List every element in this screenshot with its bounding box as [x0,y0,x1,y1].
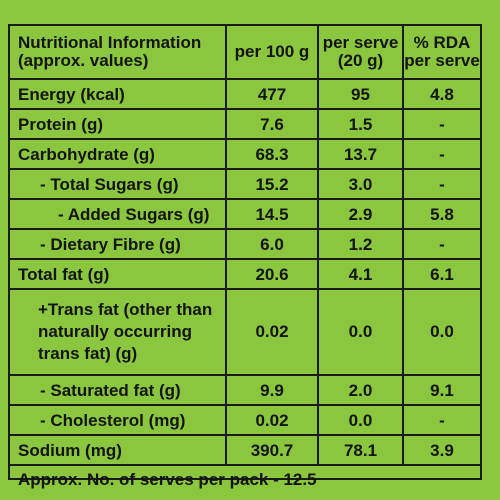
nutrient-name-line3: trans fat) (g) [38,344,138,363]
header-nutrient-line2: (approx. values) [18,51,149,70]
value-rda: - [402,404,480,436]
table-row: Sodium (mg) 390.7 78.1 3.9 [10,434,480,466]
header-rda-line1: % RDA [413,33,471,52]
header-per-serve: per serve (20 g) [317,26,404,80]
nutrient-name: Sodium (mg) [10,434,227,466]
serves-per-pack-note: Approx. No. of serves per pack - 12.5 [18,470,317,489]
header-per-100g-label: per 100 g [234,42,310,61]
value-rda: 3.9 [402,434,480,466]
nutrient-name-line2: naturally occurring [38,322,192,341]
nutrient-name: - Dietary Fibre (g) [10,228,227,260]
nutrient-name: - Cholesterol (mg) [10,404,227,436]
value-per-100g: 15.2 [225,168,319,200]
header-per-100g: per 100 g [225,26,319,80]
nutrient-name: Protein (g) [10,108,227,140]
value-per-100g: 0.02 [225,288,319,376]
value-per-100g: 9.9 [225,374,319,406]
nutrition-table: Nutritional Information (approx. values)… [10,26,480,466]
header-row: Nutritional Information (approx. values)… [10,26,480,80]
value-per-serve: 1.5 [317,108,404,140]
header-nutrient: Nutritional Information (approx. values) [10,26,227,80]
value-rda: 0.0 [402,288,480,376]
value-rda: - [402,228,480,260]
value-per-serve: 3.0 [317,168,404,200]
value-per-serve: 0.0 [317,404,404,436]
nutrient-name: +Trans fat (other than naturally occurri… [10,288,227,376]
value-per-serve: 78.1 [317,434,404,466]
nutrient-name: Carbohydrate (g) [10,138,227,170]
table-row: - Cholesterol (mg) 0.02 0.0 - [10,404,480,436]
table-row: Protein (g) 7.6 1.5 - [10,108,480,140]
table-row: - Dietary Fibre (g) 6.0 1.2 - [10,228,480,260]
value-rda: 4.8 [402,78,480,110]
value-per-serve: 95 [317,78,404,110]
value-rda: - [402,168,480,200]
header-per-serve-line1: per serve [322,33,399,52]
value-rda: - [402,108,480,140]
table-row: Total fat (g) 20.6 4.1 6.1 [10,258,480,290]
table-row: Carbohydrate (g) 68.3 13.7 - [10,138,480,170]
value-rda: - [402,138,480,170]
nutrient-name: - Total Sugars (g) [10,168,227,200]
header-nutrient-line1: Nutritional Information [18,33,202,52]
nutrient-name: Energy (kcal) [10,78,227,110]
table-row: Energy (kcal) 477 95 4.8 [10,78,480,110]
table-row: - Added Sugars (g) 14.5 2.9 5.8 [10,198,480,230]
value-per-100g: 68.3 [225,138,319,170]
nutrient-name: - Added Sugars (g) [10,198,227,230]
value-per-100g: 0.02 [225,404,319,436]
nutrition-panel: Nutritional Information (approx. values)… [8,24,482,489]
header-rda: % RDA per serve [402,26,480,80]
value-per-serve: 13.7 [317,138,404,170]
value-per-100g: 477 [225,78,319,110]
value-per-serve: 2.0 [317,374,404,406]
nutrient-name-line1: +Trans fat (other than [38,300,213,319]
value-rda: 5.8 [402,198,480,230]
value-per-serve: 0.0 [317,288,404,376]
nutrient-name: Total fat (g) [10,258,227,290]
table-row: +Trans fat (other than naturally occurri… [10,288,480,376]
value-per-serve: 4.1 [317,258,404,290]
value-per-100g: 7.6 [225,108,319,140]
table-row: - Total Sugars (g) 15.2 3.0 - [10,168,480,200]
value-rda: 6.1 [402,258,480,290]
table-row: - Saturated fat (g) 9.9 2.0 9.1 [10,374,480,406]
value-per-100g: 20.6 [225,258,319,290]
header-rda-line2: per serve [404,51,480,70]
value-per-100g: 390.7 [225,434,319,466]
value-per-100g: 6.0 [225,228,319,260]
header-per-serve-line2: (20 g) [337,51,384,70]
value-per-serve: 1.2 [317,228,404,260]
value-rda: 9.1 [402,374,480,406]
value-per-100g: 14.5 [225,198,319,230]
value-per-serve: 2.9 [317,198,404,230]
nutrient-name: - Saturated fat (g) [10,374,227,406]
